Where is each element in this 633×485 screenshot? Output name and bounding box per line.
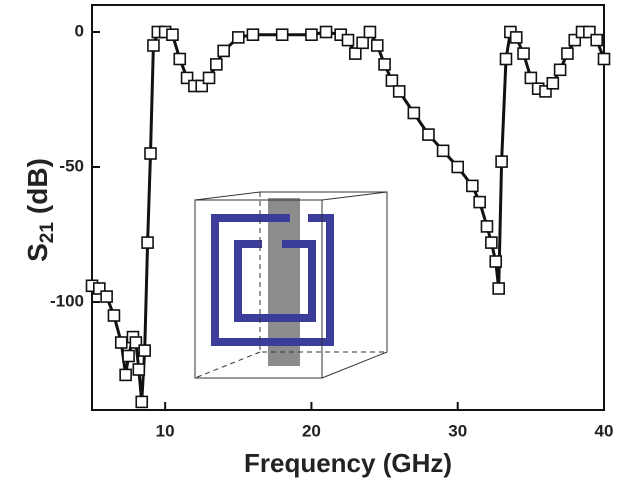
data-marker: [119, 368, 132, 382]
data-marker: [422, 128, 435, 141]
data-marker: [132, 363, 146, 376]
data-marker: [451, 160, 465, 174]
data-marker: [509, 31, 523, 44]
data-marker: [485, 236, 498, 249]
data-marker: [129, 336, 143, 349]
data-marker: [100, 290, 113, 303]
data-marker: [561, 47, 574, 60]
data-line: [91, 28, 606, 403]
data-marker: [546, 77, 560, 90]
data-marker: [114, 336, 128, 349]
data-marker: [147, 39, 160, 52]
data-marker: [166, 28, 179, 42]
data-marker: [246, 28, 260, 42]
data-marker: [370, 39, 384, 52]
data-marker: [489, 255, 503, 268]
data-marker: [499, 52, 513, 66]
data-marker: [492, 282, 505, 295]
inset-outer-ring: [211, 214, 334, 346]
data-marker: [144, 147, 157, 160]
data-marker: [180, 71, 194, 85]
data-marker: [275, 28, 289, 42]
data-marker: [305, 28, 318, 42]
y-tick-label: -100: [50, 291, 84, 310]
data-marker: [93, 282, 106, 295]
data-marker: [210, 58, 223, 71]
y-tick-label: 0: [75, 21, 84, 40]
data-marker: [138, 344, 151, 357]
data-marker: [473, 195, 486, 209]
x-axis-title: Frequency (GHz): [244, 448, 452, 478]
data-marker: [363, 25, 377, 39]
data-marker: [173, 52, 187, 66]
data-marker: [385, 74, 399, 87]
plot-frame: [91, 4, 605, 411]
y-tick-label: -50: [59, 156, 84, 175]
y-title-unit: (dB): [22, 158, 53, 214]
data-marker: [480, 220, 494, 233]
data-marker: [407, 106, 421, 120]
data-marker: [378, 58, 391, 71]
data-marker: [217, 44, 230, 58]
data-marker: [107, 309, 121, 322]
data-marker: [436, 144, 450, 158]
data-marker: [349, 47, 362, 60]
y-title-main: S: [22, 243, 53, 262]
data-marker: [517, 47, 530, 60]
data-marker: [141, 236, 154, 249]
data-marker: [202, 71, 216, 85]
data-marker: [122, 349, 135, 363]
data-marker: [495, 155, 508, 168]
data-marker: [553, 63, 567, 77]
x-tick-label: 30: [448, 421, 467, 440]
data-marker: [524, 71, 538, 85]
data-marker: [590, 33, 603, 47]
data-marker: [195, 79, 209, 93]
data-marker: [135, 395, 149, 409]
x-tick-label: 20: [302, 421, 321, 440]
x-tick-label: 10: [156, 421, 175, 440]
y-title-sub: 21: [37, 222, 58, 244]
inset-unit-cell: [194, 191, 388, 379]
data-marker: [319, 25, 333, 39]
inset-cube: [194, 191, 388, 379]
data-marker: [341, 33, 355, 47]
data-marker: [583, 25, 596, 39]
data-marker: [568, 33, 582, 47]
data-marker: [466, 179, 479, 193]
data-marker: [539, 85, 552, 98]
data-marker: [356, 36, 369, 50]
data-marker: [231, 31, 245, 44]
inset-inner-ring: [234, 240, 316, 322]
data-marker: [392, 85, 406, 98]
x-tick-label: 40: [595, 421, 614, 440]
data-marker: [597, 52, 611, 66]
y-axis-title: S21 (dB): [22, 158, 58, 262]
